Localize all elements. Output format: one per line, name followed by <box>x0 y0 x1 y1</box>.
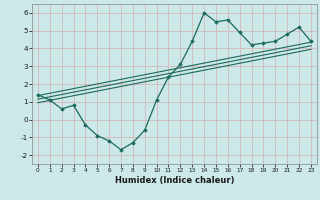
X-axis label: Humidex (Indice chaleur): Humidex (Indice chaleur) <box>115 176 234 185</box>
